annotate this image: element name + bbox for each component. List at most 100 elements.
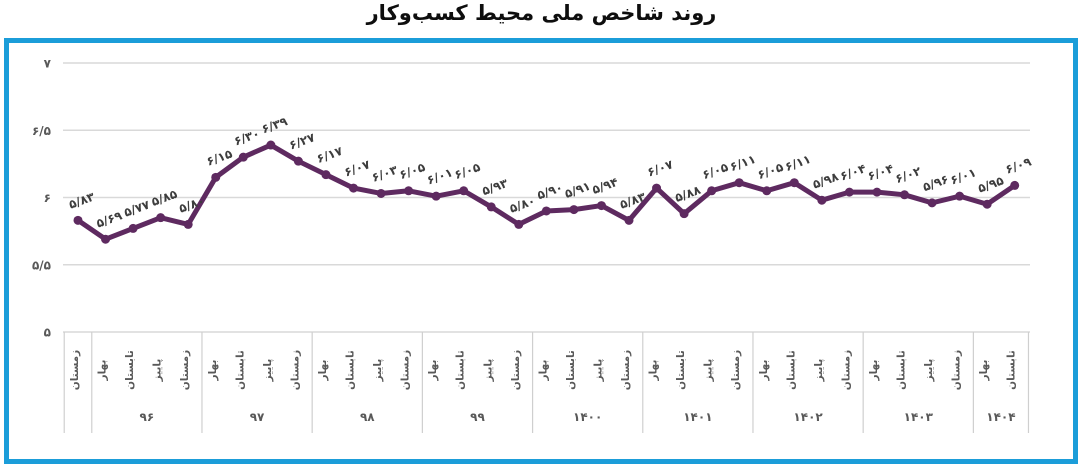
x-axis-year-label: ۱۴۰۱ — [683, 410, 712, 424]
x-axis-season-label: تابستان — [1006, 350, 1018, 390]
data-point-marker — [541, 206, 551, 216]
x-axis-year-label: ۹۷ — [250, 410, 265, 424]
x-axis-season-label: پاییز — [923, 359, 935, 383]
data-point-marker — [266, 140, 276, 150]
x-axis-season-label: زمستان — [951, 350, 963, 390]
x-axis-year-label: ۹۶ — [140, 410, 155, 424]
national-business-environment-index-line-chart: ۷ ۶/۵ ۶ ۵/۵ ۵ ۹۶ ۹۷ ۹۸ ۹۹ ۱۴۰۰ ۱۴۰۱ ۱۴۰۲ ۱۴۰۳ ۱۴۰۴ زمس… — [32, 57, 1034, 433]
data-point-marker — [514, 219, 524, 229]
x-axis-season-label: بهار — [978, 360, 990, 382]
x-axis-season-label: بهار — [427, 360, 439, 382]
x-axis-season-label: بهار — [317, 360, 329, 382]
x-axis-season-label: پاییز — [703, 359, 715, 383]
data-point-label: ۵/۸۳ — [67, 189, 97, 211]
y-axis-tick-label: ۶ — [44, 191, 51, 205]
x-axis-season-label: تابستان — [565, 350, 577, 390]
data-point-marker — [762, 186, 772, 196]
data-point-marker — [734, 178, 744, 188]
data-point-marker — [183, 219, 193, 229]
data-point-label: ۶/۰۴ — [838, 161, 868, 183]
x-axis-season-label: تابستان — [675, 350, 687, 390]
x-axis-season-label: تابستان — [124, 350, 136, 390]
x-axis-season-label: بهار — [758, 360, 770, 382]
data-point-marker — [900, 190, 909, 200]
y-axis-tick-label: ۷ — [44, 57, 52, 71]
data-point-label: ۵/۹۳ — [480, 176, 510, 198]
data-point-label: ۵/۶۹ — [94, 208, 124, 230]
x-axis-season-label: تابستان — [455, 350, 467, 390]
data-point-label: ۵/۸۳ — [618, 189, 648, 211]
data-point-label: ۶/۰۵ — [453, 160, 483, 182]
x-axis-year-label: ۱۴۰۲ — [793, 410, 823, 424]
data-point-marker — [293, 156, 303, 166]
data-point-label: ۶/۰۱ — [425, 165, 455, 187]
data-point-label: ۵/۸۵ — [150, 187, 180, 209]
x-axis-year-label: ۹۸ — [360, 410, 375, 424]
x-axis-season-label: تابستان — [234, 350, 246, 390]
x-axis-season-label: زمستان — [69, 350, 81, 390]
data-point-label: ۶/۱۱ — [783, 152, 813, 174]
data-point-label: ۵/۹۸ — [811, 169, 841, 191]
data-point-marker — [349, 183, 358, 193]
data-point-marker — [211, 172, 221, 182]
x-axis-season-label: بهار — [207, 360, 219, 382]
x-axis-season-label: زمستان — [179, 350, 191, 390]
x-axis-year-label: ۱۴۰۴ — [986, 410, 1015, 424]
chart-title: روند شاخص ملی محیط کسب‌وکار — [366, 1, 717, 25]
x-axis-season-label: پاییز — [592, 359, 604, 383]
x-axis-season-label: پاییز — [152, 359, 164, 383]
data-point-label: ۶/۰۷ — [342, 157, 372, 179]
data-point-marker — [982, 199, 992, 209]
data-point-marker — [1010, 180, 1020, 190]
data-point-marker — [817, 195, 827, 205]
data-point-label: ۶/۰۱ — [948, 165, 978, 187]
x-axis-season-label: زمستان — [620, 350, 632, 390]
data-point-marker — [569, 205, 579, 215]
data-point-label: ۶/۲۷ — [287, 130, 317, 152]
x-axis-season-label: پاییز — [813, 359, 825, 383]
x-axis-season-label: زمستان — [289, 350, 301, 390]
data-point-marker — [376, 188, 386, 198]
data-point-label: ۶/۰۲ — [893, 164, 923, 186]
data-point-label: ۵/۹۰ — [535, 180, 565, 202]
data-point-marker — [321, 170, 331, 180]
x-axis-season-label: بهار — [537, 360, 549, 382]
y-axis-tick-label: ۵/۵ — [32, 258, 51, 272]
data-point-label: ۶/۳۹ — [260, 114, 290, 136]
data-point-label: ۶/۰۷ — [645, 157, 675, 179]
data-point-marker — [486, 202, 496, 212]
data-point-marker — [156, 213, 166, 223]
x-axis-season-label: زمستان — [730, 350, 742, 390]
x-axis-season-label: پاییز — [372, 359, 384, 383]
data-point-marker — [624, 215, 634, 225]
data-point-marker — [844, 187, 854, 197]
data-point-marker — [679, 209, 689, 219]
data-point-marker — [652, 183, 662, 193]
data-point-label: ۵/۹۴ — [590, 175, 620, 197]
x-axis-season-label: پاییز — [262, 359, 274, 383]
data-point-marker — [101, 234, 111, 244]
data-point-marker — [73, 215, 83, 225]
data-point-label: ۶/۰۵ — [397, 160, 427, 182]
x-axis-season-label: تابستان — [345, 350, 357, 390]
chart-panel: ۷ ۶/۵ ۶ ۵/۵ ۵ ۹۶ ۹۷ ۹۸ ۹۹ ۱۴۰۰ ۱۴۰۱ ۱۴۰۲ ۱۴۰۳ ۱۴۰۴ زمس… — [4, 38, 1078, 464]
x-axis-year-label: ۱۴۰۰ — [573, 410, 602, 424]
data-point-marker — [596, 201, 606, 211]
data-point-marker — [128, 223, 138, 233]
x-axis-season-label: پاییز — [482, 359, 494, 383]
data-point-label: ۶/۰۵ — [756, 160, 786, 182]
data-point-marker — [927, 198, 937, 208]
y-axis-tick-label: ۶/۵ — [32, 124, 51, 138]
x-axis-season-label: بهار — [648, 360, 660, 382]
data-point-label: ۶/۰۳ — [370, 162, 400, 184]
data-point-marker — [459, 186, 469, 196]
x-axis-year-label: ۹۹ — [470, 410, 485, 424]
data-point-marker — [404, 186, 414, 196]
data-point-label: ۵/۷۷ — [122, 197, 152, 219]
x-axis-season-label: زمستان — [400, 350, 412, 390]
x-axis-season-label: بهار — [868, 360, 880, 382]
data-point-label: ۵/۹۶ — [921, 172, 951, 194]
data-point-marker — [789, 178, 799, 188]
y-axis-tick-label: ۵ — [44, 326, 51, 340]
data-point-label: ۶/۰۹ — [1004, 154, 1034, 176]
